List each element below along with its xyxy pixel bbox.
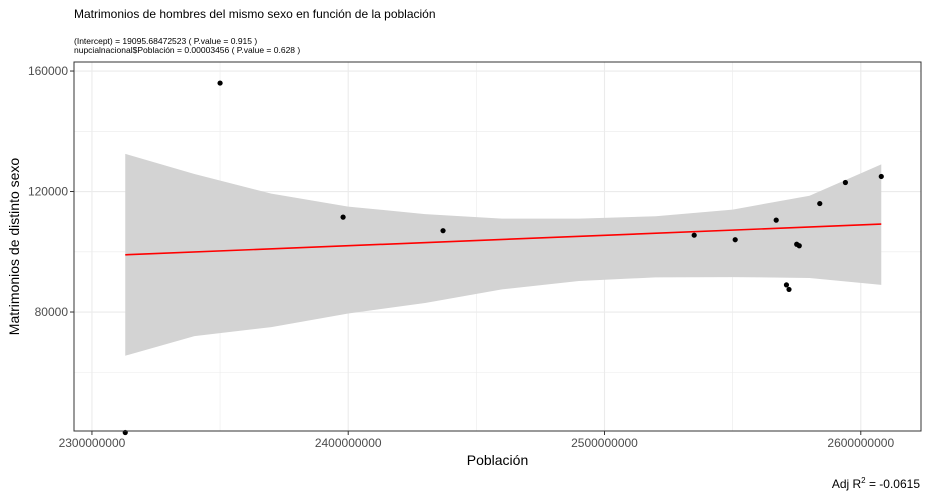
confidence-band-layer: [125, 153, 882, 356]
caption-value: = -0.0615: [865, 477, 920, 491]
chart-subtitle-slope: nupcialnacional$Población = 0.00003456 (…: [74, 45, 301, 55]
plot-panel-border: [73, 61, 922, 432]
fit-line-layer: [125, 223, 882, 256]
confidence-band: [125, 153, 882, 356]
x-tick-label-2: 2500000000: [571, 436, 638, 450]
y-tick-label-0: 80000: [35, 305, 69, 319]
data-point-5: [732, 237, 738, 243]
chart-subtitle-intercept: (Intercept) = 19095.68472523 ( P.value =…: [74, 36, 258, 46]
points-layer: [122, 80, 884, 436]
caption-superscript: 2: [861, 476, 866, 485]
fit-line: [125, 223, 882, 256]
y-tick-label-1: 120000: [28, 185, 68, 199]
x-tick-label-1: 2400000000: [315, 436, 382, 450]
data-point-7: [783, 282, 790, 288]
adj-r2-caption: Adj R2 = -0.0615: [832, 476, 920, 491]
data-point-6: [773, 217, 779, 223]
data-point-10: [796, 243, 802, 249]
data-point-8: [786, 286, 792, 293]
data-point-2: [340, 214, 346, 220]
data-point-13: [878, 173, 884, 180]
data-point-3: [440, 228, 446, 234]
x-tick-label-0: 2300000000: [59, 436, 126, 450]
caption-prefix: Adj R: [831, 477, 862, 491]
x-tick-label-3: 2600000000: [827, 436, 894, 450]
y-axis-title: Matrimonios de distinto sexo: [6, 158, 22, 336]
axes: 2300000000 2400000000 2500000000 2600000000…: [28, 64, 895, 450]
data-point-1: [217, 80, 223, 86]
data-point-11: [817, 200, 823, 207]
y-tick-label-2: 160000: [28, 64, 68, 78]
x-axis-title: Población: [467, 452, 529, 468]
data-point-12: [842, 179, 848, 186]
chart-title: Matrimonios de hombres del mismo sexo en…: [74, 7, 436, 21]
data-point-4: [691, 232, 697, 238]
